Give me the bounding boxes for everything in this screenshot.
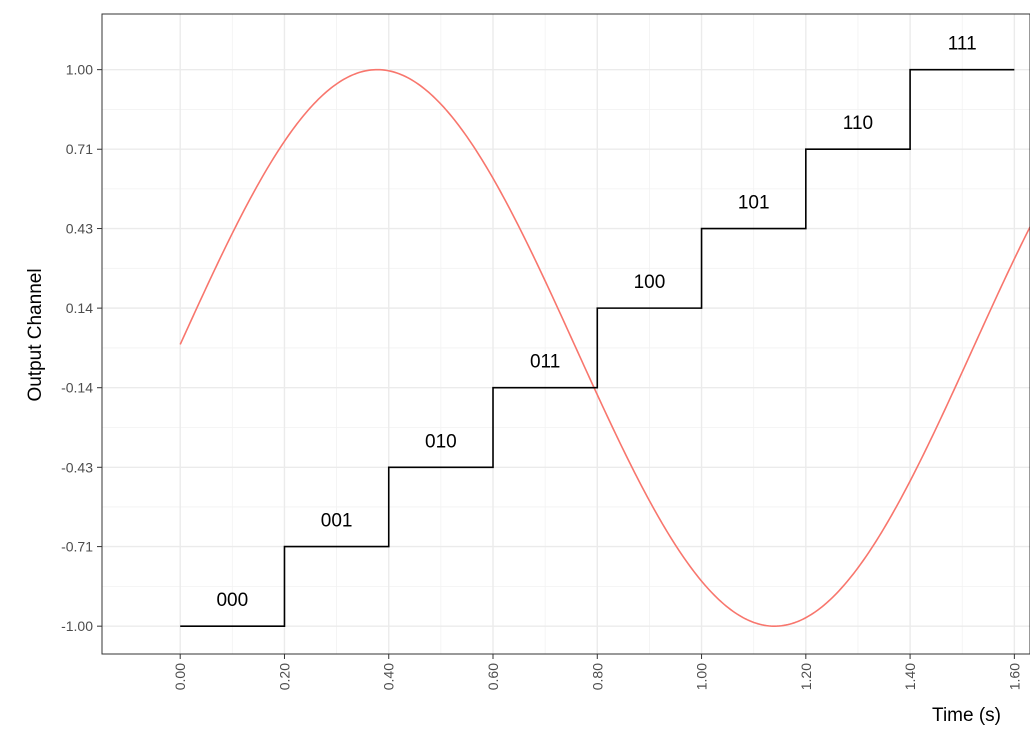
x-tick-label: 0.40 [381, 663, 397, 690]
y-tick-label: 0.43 [66, 221, 93, 237]
grid-lines [102, 14, 1030, 654]
x-tick-label: 1.20 [798, 663, 814, 690]
plot-panel-border [101, 13, 1030, 655]
y-tick-label: 0.14 [66, 300, 93, 316]
x-tick-label: 1.00 [694, 663, 710, 690]
quantized-step-line [180, 68, 1015, 627]
y-tick-label: 1.00 [66, 62, 93, 78]
step-code-label: 101 [738, 193, 770, 214]
y-tick-label: 0.71 [66, 141, 93, 157]
x-tick-label: 0.00 [172, 663, 188, 690]
y-axis-ticks: -1.00 -0.71 -0.43 -0.14 0.14 0.43 0.71 1.00 [61, 62, 102, 634]
step-code-label: 001 [321, 511, 353, 532]
step-code-label: 110 [843, 113, 873, 134]
step-code-label: 010 [425, 431, 457, 452]
x-tick-label: 1.40 [902, 663, 918, 690]
x-tick-label: 1.60 [1006, 663, 1022, 690]
sine-wave-line [179, 68, 1030, 627]
y-tick-label: -0.43 [61, 459, 93, 475]
step-code-labels: 000 001 010 011 100 101 110 111 [216, 34, 976, 612]
series-lines [179, 68, 1030, 627]
y-tick-label: -0.14 [61, 380, 93, 396]
x-tick-label: 0.20 [276, 663, 292, 690]
y-tick-label: -1.00 [61, 618, 93, 634]
y-tick-label: -0.71 [61, 539, 93, 555]
plot-panel-background [102, 14, 1030, 654]
x-tick-label: 0.80 [589, 663, 605, 690]
y-axis-title: Output Channel [25, 268, 46, 401]
step-code-label: 000 [216, 590, 248, 611]
step-code-label: 111 [948, 34, 977, 55]
x-tick-label: 0.60 [485, 663, 501, 690]
x-axis-ticks: 0.00 0.20 0.40 0.60 0.80 1.00 1.20 1.40 1.60 [172, 654, 1022, 690]
step-code-label: 011 [530, 352, 560, 373]
x-axis-title: Time (s) [932, 705, 1001, 726]
step-code-label: 100 [634, 272, 666, 293]
